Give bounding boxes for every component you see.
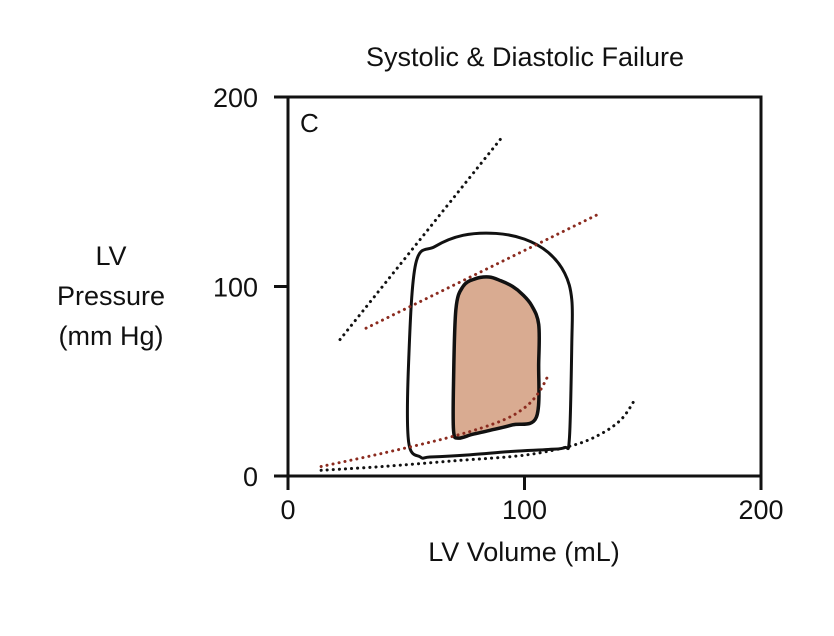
series-failure-pv-loop	[451, 275, 542, 440]
series-normal-edpvr	[319, 396, 638, 472]
panel-label: C	[300, 108, 319, 138]
y-axis-label-line-1: LV	[95, 241, 126, 271]
y-tick-label-0: 0	[243, 462, 258, 492]
series-failure-esp-line	[364, 212, 600, 330]
x-tick-label-200: 200	[738, 495, 783, 525]
x-tick-label-100: 100	[502, 495, 547, 525]
x-axis-label: LV Volume (mL)	[428, 537, 620, 567]
axes: 0 100 200 0 100 200	[213, 83, 784, 525]
y-axis-label-line-2: Pressure	[57, 281, 165, 311]
series-normal-pv-loop	[405, 231, 574, 460]
y-tick-label-200: 200	[213, 83, 258, 113]
y-axis-label-line-3: (mm Hg)	[59, 321, 164, 351]
chart-title: Systolic & Diastolic Failure	[366, 42, 684, 72]
series-normal-esp-line	[338, 137, 503, 342]
y-tick-label-100: 100	[213, 273, 258, 303]
x-tick-label-0: 0	[280, 495, 295, 525]
plot-area	[319, 137, 638, 472]
